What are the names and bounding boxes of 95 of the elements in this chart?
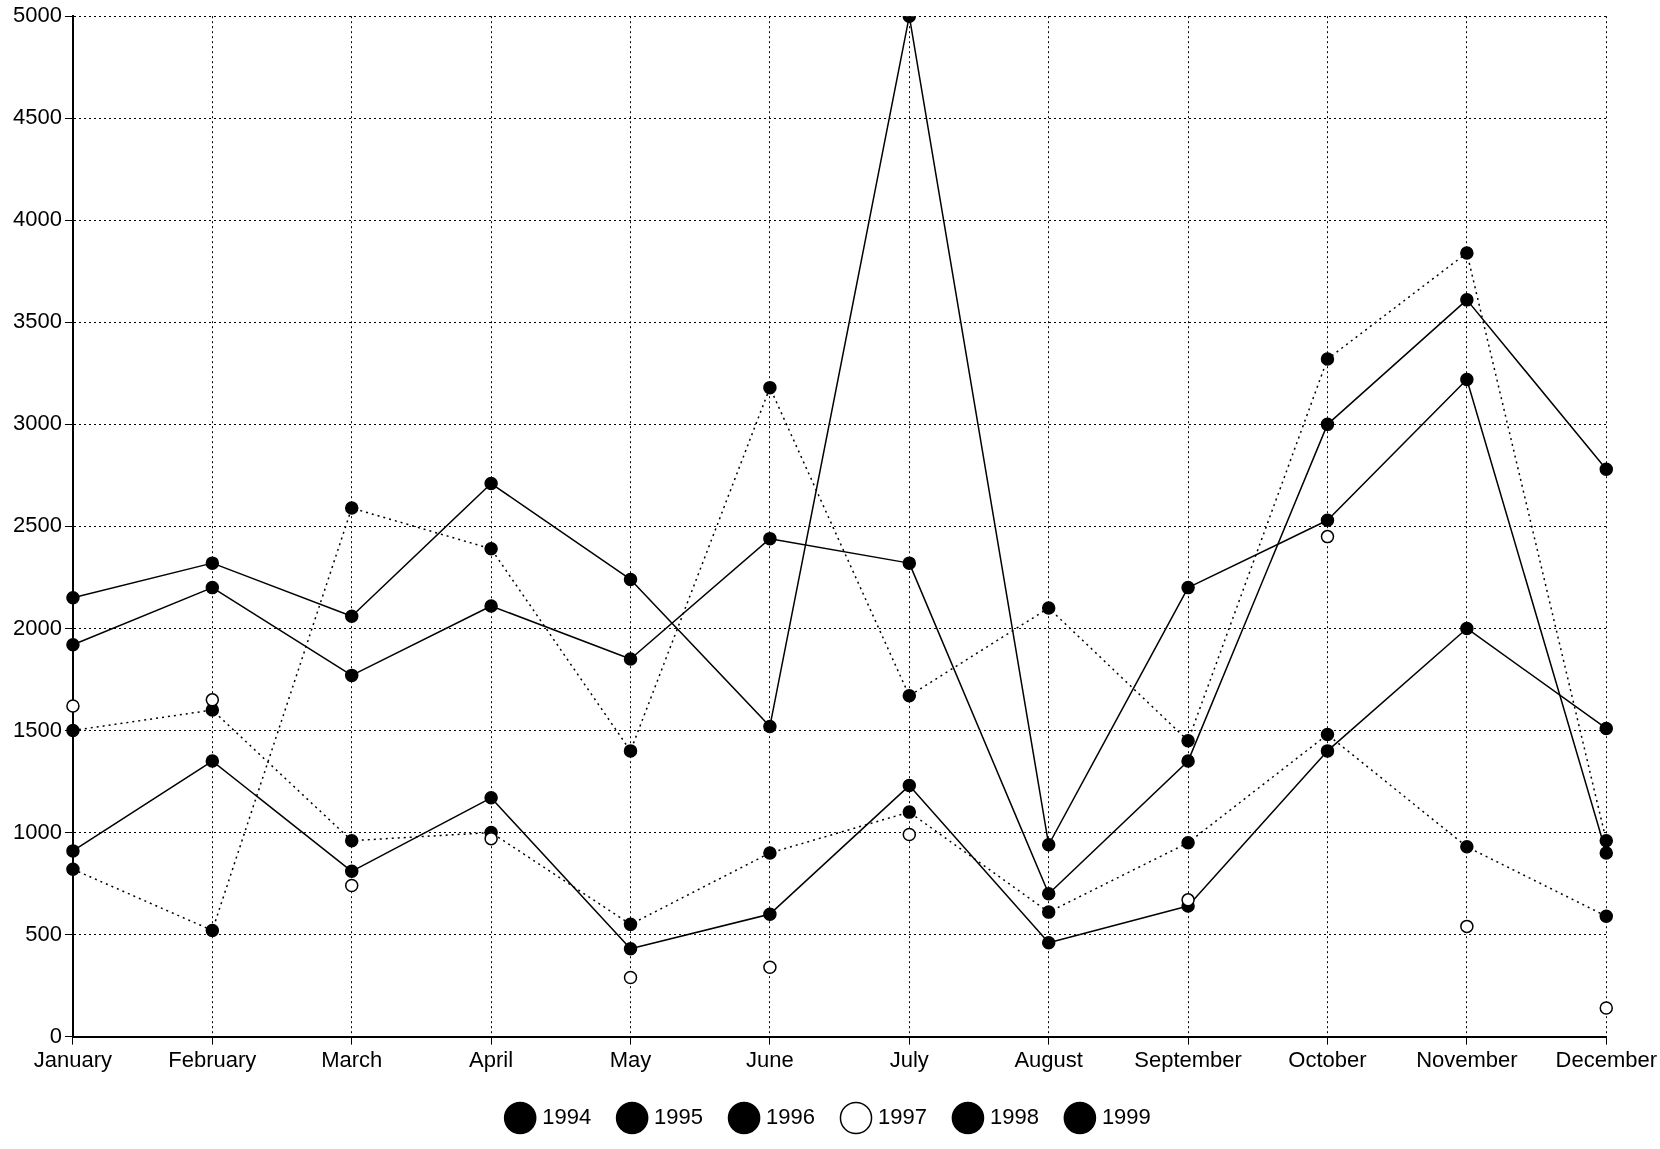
point bbox=[623, 652, 638, 666]
point bbox=[66, 699, 80, 713]
point bbox=[344, 668, 359, 683]
point bbox=[344, 833, 359, 848]
point bbox=[1320, 352, 1335, 366]
point bbox=[623, 917, 638, 932]
y-tick-label: 3500 bbox=[12, 308, 62, 334]
point bbox=[1041, 601, 1056, 615]
point bbox=[763, 846, 777, 860]
x-tick-label: June bbox=[746, 1046, 794, 1072]
y-tick-label: 2000 bbox=[12, 614, 62, 640]
y-tick-label: 2500 bbox=[12, 512, 62, 538]
point bbox=[1460, 840, 1474, 854]
y-tick-label: 5000 bbox=[12, 2, 62, 28]
y-tick-label: 0 bbox=[49, 1022, 62, 1048]
y-tick-label: 1000 bbox=[12, 818, 62, 844]
point bbox=[1460, 293, 1474, 307]
point bbox=[205, 580, 220, 595]
x-tick-label: August bbox=[1014, 1046, 1083, 1072]
point bbox=[902, 805, 917, 819]
point bbox=[902, 778, 917, 793]
point bbox=[205, 754, 220, 768]
point bbox=[66, 638, 80, 652]
point bbox=[484, 831, 498, 846]
point bbox=[763, 380, 777, 395]
point bbox=[1460, 621, 1474, 636]
x-tick-label: September bbox=[1134, 1046, 1242, 1072]
point bbox=[623, 572, 638, 587]
point bbox=[1041, 886, 1056, 901]
point bbox=[205, 556, 220, 570]
point bbox=[1320, 513, 1335, 528]
point bbox=[1320, 744, 1335, 758]
point bbox=[1460, 246, 1474, 260]
point bbox=[902, 689, 917, 703]
point bbox=[763, 960, 777, 974]
point bbox=[1599, 721, 1614, 736]
point bbox=[1181, 733, 1195, 748]
x-tick-label: November bbox=[1416, 1046, 1518, 1072]
legend-label: 1999 bbox=[1101, 1104, 1151, 1130]
y-tick-label: 3000 bbox=[12, 410, 62, 436]
y-tick-label: 500 bbox=[25, 920, 62, 946]
point bbox=[66, 862, 80, 876]
point bbox=[1460, 919, 1474, 934]
point bbox=[1320, 417, 1335, 432]
point bbox=[344, 864, 359, 879]
x-tick-label: January bbox=[33, 1046, 113, 1072]
point bbox=[1041, 838, 1056, 852]
x-tick-label: March bbox=[321, 1046, 383, 1072]
point bbox=[763, 907, 777, 921]
legend-label: 1994 bbox=[542, 1104, 592, 1130]
point bbox=[344, 609, 359, 623]
x-tick-label: July bbox=[889, 1046, 929, 1072]
point bbox=[1320, 727, 1335, 742]
point bbox=[344, 878, 359, 893]
point bbox=[1599, 462, 1614, 477]
point bbox=[205, 693, 220, 707]
legend-label: 1996 bbox=[766, 1104, 816, 1130]
y-tick-label: 4000 bbox=[12, 206, 62, 232]
point bbox=[1460, 372, 1474, 387]
point bbox=[902, 556, 917, 570]
point bbox=[1041, 905, 1056, 919]
point bbox=[1181, 580, 1195, 595]
point bbox=[623, 970, 638, 985]
point bbox=[484, 476, 498, 491]
point bbox=[484, 791, 498, 805]
point bbox=[1181, 754, 1195, 768]
point bbox=[902, 827, 917, 842]
point bbox=[205, 923, 220, 938]
point bbox=[344, 501, 359, 515]
point bbox=[1181, 835, 1195, 850]
y-tick-label: 1500 bbox=[12, 716, 62, 742]
legend-label: 1995 bbox=[654, 1104, 704, 1130]
point bbox=[623, 744, 638, 758]
legend-label: 1997 bbox=[878, 1104, 927, 1130]
point bbox=[1599, 1001, 1614, 1015]
x-tick-label: April bbox=[469, 1046, 514, 1072]
point bbox=[1181, 893, 1195, 907]
point bbox=[66, 844, 80, 858]
point bbox=[1041, 935, 1056, 950]
point bbox=[1599, 846, 1614, 860]
x-tick-label: October bbox=[1288, 1046, 1367, 1072]
point bbox=[66, 591, 80, 605]
x-tick-label: December bbox=[1555, 1046, 1657, 1072]
point bbox=[1320, 529, 1335, 544]
legend-label: 1998 bbox=[989, 1104, 1039, 1130]
y-tick-label: 4500 bbox=[12, 104, 62, 130]
point bbox=[1599, 909, 1614, 923]
point bbox=[763, 531, 777, 546]
point bbox=[623, 942, 638, 956]
x-tick-label: February bbox=[168, 1046, 257, 1072]
point bbox=[763, 719, 777, 734]
point bbox=[484, 542, 498, 556]
point bbox=[66, 723, 80, 738]
point bbox=[484, 599, 498, 613]
x-tick-label: May bbox=[609, 1046, 652, 1072]
